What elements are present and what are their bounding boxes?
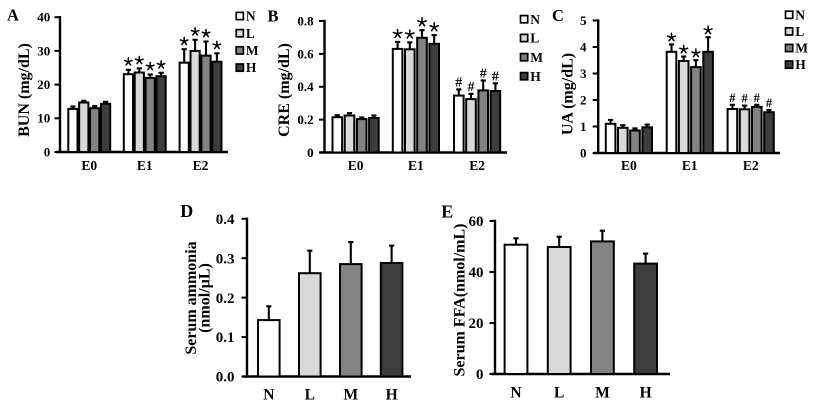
svg-text:30: 30 [37, 43, 50, 58]
svg-text:E0: E0 [81, 158, 97, 173]
svg-text:E: E [441, 202, 453, 222]
svg-text:0: 0 [580, 145, 587, 160]
svg-text:N: N [246, 9, 256, 24]
svg-text:M: M [343, 387, 358, 404]
svg-text:0: 0 [307, 145, 314, 160]
svg-text:0.2: 0.2 [297, 112, 313, 127]
svg-text:H: H [386, 387, 398, 404]
svg-text:0.3: 0.3 [216, 251, 235, 267]
svg-text:40: 40 [469, 265, 484, 281]
svg-text:C: C [552, 6, 564, 25]
svg-text:E2: E2 [743, 158, 759, 173]
svg-text:H: H [530, 69, 541, 84]
svg-text:#: # [729, 91, 736, 105]
svg-text:#: # [480, 67, 487, 82]
svg-text:M: M [595, 384, 610, 401]
svg-text:Serum FFA(nmol/mL): Serum FFA(nmol/mL) [452, 223, 469, 376]
svg-text:B: B [268, 6, 279, 25]
svg-text:0: 0 [476, 367, 484, 383]
svg-text:M: M [530, 50, 543, 65]
svg-text:E0: E0 [348, 158, 364, 173]
svg-text:E1: E1 [682, 158, 698, 173]
svg-text:E1: E1 [137, 158, 153, 173]
svg-text:0.6: 0.6 [297, 46, 314, 61]
svg-text:1: 1 [580, 119, 587, 134]
svg-text:0: 0 [44, 144, 51, 159]
svg-text:Serum ammonia: Serum ammonia [183, 241, 200, 354]
svg-text:0.4: 0.4 [297, 79, 314, 94]
svg-text:L: L [554, 384, 564, 401]
svg-text:L: L [530, 31, 539, 46]
svg-text:BUN (mg/dL): BUN (mg/dL) [16, 43, 33, 137]
svg-text:E2: E2 [193, 158, 209, 173]
svg-text:N: N [510, 384, 521, 401]
svg-text:M: M [795, 41, 808, 56]
svg-text:D: D [180, 201, 193, 221]
svg-text:#: # [766, 96, 773, 110]
svg-text:E0: E0 [621, 158, 637, 173]
svg-text:H: H [795, 57, 806, 72]
svg-text:20: 20 [469, 316, 484, 332]
svg-text:N: N [530, 12, 540, 27]
svg-text:H: H [640, 384, 652, 401]
svg-text:M: M [246, 43, 259, 58]
svg-text:UA (mg/dL): UA (mg/dL) [560, 53, 577, 135]
svg-text:2: 2 [580, 92, 587, 107]
svg-text:N: N [795, 7, 805, 22]
svg-text:0.2: 0.2 [216, 291, 235, 307]
svg-text:0.1: 0.1 [216, 330, 235, 346]
svg-text:0.4: 0.4 [216, 212, 235, 228]
svg-text:#: # [468, 80, 475, 95]
svg-text:L: L [305, 387, 315, 404]
svg-text:#: # [754, 91, 761, 105]
svg-text:L: L [246, 26, 255, 41]
svg-text:10: 10 [37, 111, 50, 126]
svg-text:40: 40 [37, 10, 50, 25]
svg-text:H: H [246, 60, 257, 75]
svg-text:5: 5 [580, 13, 587, 28]
svg-text:3: 3 [580, 66, 587, 81]
svg-text:#: # [741, 92, 748, 106]
svg-text:E1: E1 [408, 158, 424, 173]
svg-text:L: L [795, 24, 804, 39]
svg-text:N: N [263, 387, 274, 404]
svg-text:4: 4 [580, 39, 587, 54]
svg-text:20: 20 [37, 77, 50, 92]
svg-text:(nmol/µL): (nmol/µL) [197, 263, 214, 333]
svg-text:0.8: 0.8 [297, 13, 314, 28]
svg-text:#: # [492, 69, 499, 84]
svg-text:0.0: 0.0 [216, 370, 235, 386]
svg-text:60: 60 [469, 214, 484, 230]
svg-text:CRE (mg/dL): CRE (mg/dL) [276, 43, 293, 137]
svg-text:E2: E2 [469, 158, 485, 173]
svg-text:#: # [455, 75, 462, 90]
svg-text:A: A [7, 6, 19, 25]
